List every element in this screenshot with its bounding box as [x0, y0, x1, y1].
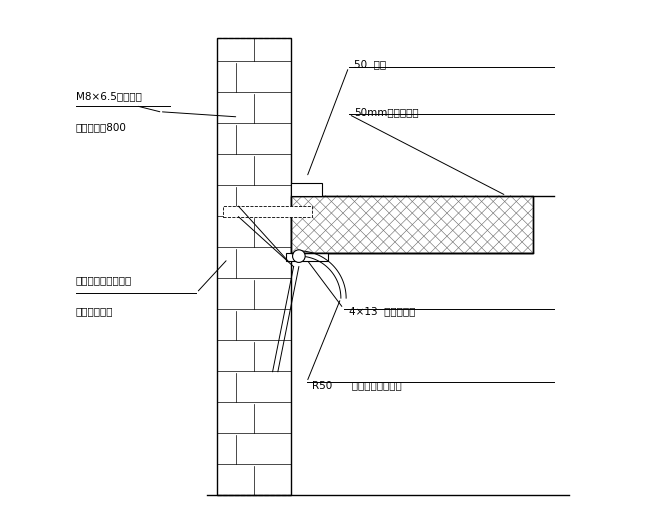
Bar — [286, 253, 328, 261]
Text: 50mm岩棉彩钢板: 50mm岩棉彩钢板 — [354, 107, 419, 117]
Text: 用密封胶密封: 用密封胶密封 — [76, 306, 113, 316]
Text: 间距不大于800: 间距不大于800 — [76, 122, 127, 133]
Bar — [222, 206, 312, 216]
Circle shape — [292, 250, 305, 262]
Text: 4×13  抽芯铝铆钉: 4×13 抽芯铝铆钉 — [349, 306, 415, 316]
Bar — [291, 183, 322, 196]
Bar — [291, 196, 533, 253]
Text: R50      铝合金阴角及底料: R50 铝合金阴角及底料 — [312, 380, 402, 390]
Text: M8×6.5膨胀螺栓: M8×6.5膨胀螺栓 — [76, 91, 141, 101]
Bar — [218, 38, 291, 495]
Bar — [291, 196, 533, 253]
Text: 50  槽铝: 50 槽铝 — [354, 60, 386, 69]
Text: 槽铝与土建墙交接处: 槽铝与土建墙交接处 — [76, 275, 132, 285]
